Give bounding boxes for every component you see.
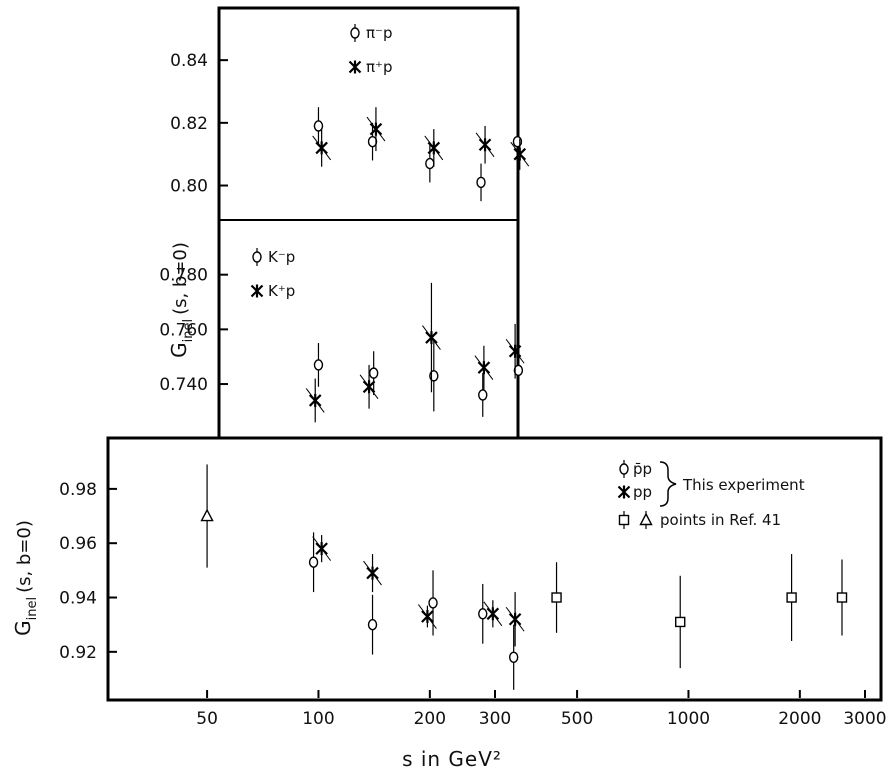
data-point-star xyxy=(425,331,438,345)
legend-bracket xyxy=(659,461,677,507)
data-point-circle xyxy=(425,157,435,170)
legend-reference-text: points in Ref. 41 xyxy=(660,511,781,529)
data-point-circle xyxy=(478,608,488,620)
data-point-star xyxy=(508,612,522,626)
data-point-star xyxy=(315,141,328,155)
legend-pion-minus-label: π⁻p xyxy=(366,24,392,42)
data-point-star xyxy=(508,344,522,358)
y-tick-label: 0.94 xyxy=(59,589,97,609)
y-tick-label: 0.780 xyxy=(159,266,208,286)
data-point-star xyxy=(362,380,376,394)
x-tick-label: 3000 xyxy=(843,709,886,729)
y-tick-label: 0.92 xyxy=(59,643,97,663)
data-point-star xyxy=(369,122,383,136)
legend-pion-plus-label: π⁺p xyxy=(366,58,392,76)
data-point-circle xyxy=(478,389,488,401)
data-point-circle xyxy=(308,556,319,568)
data-point-star xyxy=(477,361,491,375)
data-point-circle xyxy=(367,618,378,631)
top-y-axis-title-sub: inel xyxy=(181,319,196,342)
data-point-square xyxy=(786,592,797,603)
y-tick-label: 0.84 xyxy=(170,51,208,71)
legend-kaon-plus-label: K⁺p xyxy=(268,282,295,300)
data-point-circle xyxy=(476,176,486,189)
data-point-square xyxy=(836,592,848,603)
y-tick-label: 0.80 xyxy=(170,177,208,197)
data-point-star xyxy=(478,138,492,152)
data-point-star xyxy=(308,393,322,407)
top-y-axis-title-tail: (s, b=0) xyxy=(170,242,191,315)
data-point-star xyxy=(315,542,328,556)
bottom-panel-frame xyxy=(106,436,883,702)
bottom-y-axis-title-tail: (s, b=0) xyxy=(14,520,35,593)
legend-marker-square xyxy=(618,514,630,526)
legend-marker-triangle xyxy=(639,512,653,526)
data-point-circle xyxy=(313,120,324,132)
data-point-circle xyxy=(513,364,524,377)
legend-marker-star xyxy=(617,485,631,499)
legend-marker-circle xyxy=(619,463,629,475)
legend-marker-circle xyxy=(252,251,262,263)
y-tick-label: 0.96 xyxy=(59,534,97,554)
x-tick-label: 50 xyxy=(196,709,218,729)
legend-antiproton-label: p̄p xyxy=(633,460,652,478)
x-tick-label: 500 xyxy=(561,709,593,729)
legend-bracket-text: This experiment xyxy=(682,476,805,494)
data-point-circle xyxy=(313,359,324,371)
data-point-triangle xyxy=(200,508,214,522)
data-point-circle xyxy=(367,135,378,148)
bottom-y-axis-title-main: G xyxy=(11,620,35,636)
y-tick-label: 0.82 xyxy=(170,114,208,134)
x-tick-label: 1000 xyxy=(667,709,710,729)
data-point-star xyxy=(366,566,379,580)
data-point-square xyxy=(551,592,562,603)
x-tick-label: 2000 xyxy=(778,709,821,729)
x-axis-title: s in GeV² xyxy=(402,747,502,771)
bottom-y-axis-title-sub: inel xyxy=(25,597,40,620)
y-tick-label: 0.740 xyxy=(159,375,208,395)
bottom-y-axis-title: Ginel (s, b=0) xyxy=(11,520,40,636)
y-tick-label: 0.98 xyxy=(59,480,97,500)
legend-kaon-minus-label: K⁻p xyxy=(268,248,295,266)
data-point-circle xyxy=(368,367,379,379)
data-point-circle xyxy=(508,651,519,663)
data-point-star xyxy=(513,147,527,161)
data-point-star xyxy=(421,610,434,624)
legend-proton-label: pp xyxy=(633,483,652,501)
legend-marker-star xyxy=(250,284,264,298)
x-tick-label: 100 xyxy=(302,709,334,729)
top-y-axis-title: Ginel (s, b=0) xyxy=(167,242,196,358)
data-point-star xyxy=(427,141,441,155)
legend-marker-star xyxy=(348,60,362,74)
data-point-star xyxy=(486,607,500,621)
legend-marker-circle xyxy=(350,27,360,39)
x-tick-label: 300 xyxy=(479,709,511,729)
top-y-axis-title-main: G xyxy=(167,342,191,358)
data-point-circle xyxy=(428,597,438,609)
y-tick-label: 0.760 xyxy=(159,320,208,340)
x-tick-label: 200 xyxy=(414,709,446,729)
data-point-square xyxy=(675,616,686,628)
